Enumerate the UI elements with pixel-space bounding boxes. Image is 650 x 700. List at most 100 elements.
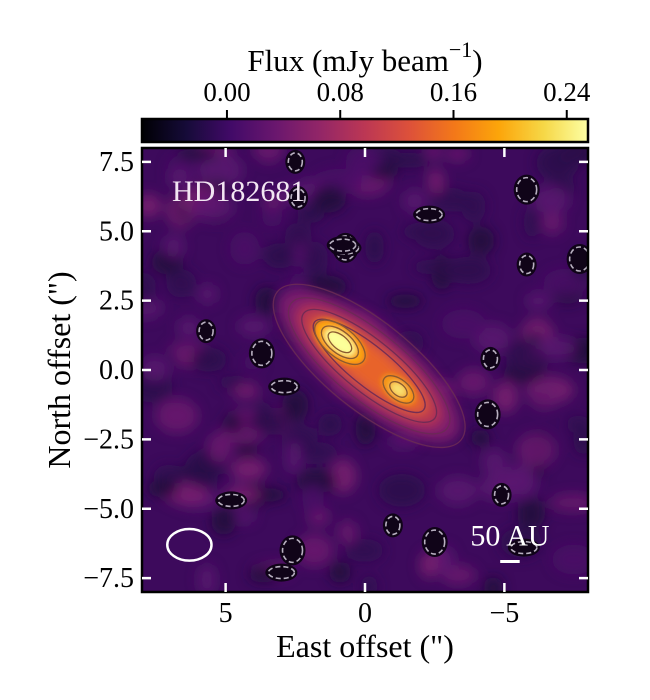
negative-blob — [279, 535, 306, 566]
peak-2-contour — [382, 375, 415, 404]
y-tick-label: 7.5 — [99, 147, 134, 178]
negative-contour — [251, 340, 273, 367]
noise-blob — [302, 241, 329, 276]
negative-blob — [248, 338, 275, 369]
negative-blob — [268, 377, 301, 396]
noise-blob — [427, 168, 444, 194]
negative-blob — [413, 205, 446, 224]
colorbar-tick-label: 0.24 — [543, 77, 591, 107]
noise-blob — [197, 563, 217, 592]
y-tick-label: −5.0 — [83, 494, 134, 525]
noise-blob — [190, 475, 218, 489]
noise-blob — [189, 347, 227, 372]
noise-blob — [492, 381, 519, 414]
noise-blob — [176, 148, 219, 162]
noise-blob — [311, 185, 347, 213]
noise-blob — [345, 538, 384, 562]
negative-contour — [328, 238, 357, 252]
y-tick-label: −7.5 — [83, 563, 134, 594]
negative-contour — [281, 537, 304, 564]
noise-blob — [387, 294, 424, 309]
noise-blob — [318, 413, 343, 436]
noise-blob — [246, 416, 267, 430]
noise-blob — [531, 185, 570, 215]
noise-blob — [218, 376, 245, 389]
noise-blob — [470, 429, 491, 447]
noise-blob — [237, 316, 270, 337]
map-panel: 5 0 −5 7.5 5.0 2.5 0.0 −2.5 −5.0 −7.5 HD182681 50… — [83, 146, 590, 629]
negative-blob — [215, 491, 248, 510]
noise-blob — [516, 498, 546, 530]
noise-blob — [360, 575, 378, 592]
noise-blob — [254, 286, 279, 316]
y-tick-label: −2.5 — [83, 424, 134, 455]
negative-contour — [515, 176, 538, 203]
noise-blob — [142, 272, 156, 305]
noise-blob — [296, 205, 325, 224]
negative-contour — [493, 485, 510, 505]
noise-blob — [419, 551, 439, 579]
noise-blob — [541, 210, 564, 235]
noise-blob — [282, 389, 309, 422]
noise-blob — [302, 483, 324, 515]
noise-blob — [167, 168, 190, 189]
noise-blob — [558, 148, 588, 164]
noise-blob — [261, 207, 283, 227]
scale-bar-label: 50 AU — [470, 519, 550, 552]
x-tick-label: 0 — [358, 598, 372, 629]
noise-blob — [467, 226, 495, 256]
beam-ellipse — [166, 527, 213, 562]
noise-blob — [549, 493, 588, 512]
noise-blob — [441, 309, 486, 339]
x-tick-label: −5 — [489, 598, 519, 629]
colorbar-tick-label: 0.00 — [203, 77, 250, 107]
noise-blob — [483, 576, 504, 592]
negative-contour — [476, 401, 499, 428]
negative-blob — [265, 563, 298, 582]
noise-blob — [526, 292, 551, 310]
y-tick-label: 2.5 — [99, 286, 134, 317]
noise-blob — [166, 269, 197, 298]
noise-blob — [177, 317, 201, 339]
noise-blob — [222, 413, 243, 434]
noise-blob — [566, 415, 588, 434]
peak-1-contour — [320, 325, 360, 360]
negative-contour — [518, 254, 535, 275]
x-tick-label: 5 — [219, 598, 233, 629]
colorbar-tick-label: 0.16 — [430, 77, 477, 107]
y-tick-label: 5.0 — [99, 216, 134, 247]
noise-blob — [441, 257, 490, 282]
noise-blob — [233, 510, 256, 524]
noise-blob — [163, 234, 185, 259]
negative-blob — [513, 174, 540, 205]
colorbar-ticks: 0.00 0.08 0.16 0.24 — [203, 77, 591, 119]
noise-field — [142, 148, 588, 592]
x-axis-label: East offset (") — [276, 628, 454, 664]
peak-1-contour — [327, 331, 353, 354]
negative-contour — [385, 515, 401, 536]
noise-blob — [482, 449, 507, 476]
noise-blob — [155, 398, 199, 434]
peak-1-core — [324, 328, 356, 356]
negative-contour — [415, 207, 443, 222]
noise-blob — [253, 148, 284, 163]
noise-blob — [438, 476, 478, 506]
negative-contour — [510, 540, 538, 555]
negative-contour — [287, 152, 304, 172]
colorbar-gradient — [140, 117, 590, 144]
noise-blob — [527, 378, 561, 410]
disk-contour — [287, 297, 451, 435]
noise-blob — [262, 194, 283, 212]
noise-blob — [146, 479, 179, 498]
noise-blob — [506, 347, 549, 374]
noise-blob — [230, 458, 268, 480]
noise-blob — [142, 193, 162, 218]
disk-contour — [301, 308, 438, 423]
negative-contour — [270, 379, 298, 394]
noise-blob — [401, 222, 449, 241]
noise-blob — [142, 356, 170, 382]
noise-blob — [207, 431, 233, 463]
noise-blob — [197, 284, 218, 305]
negative-contour — [331, 241, 360, 255]
